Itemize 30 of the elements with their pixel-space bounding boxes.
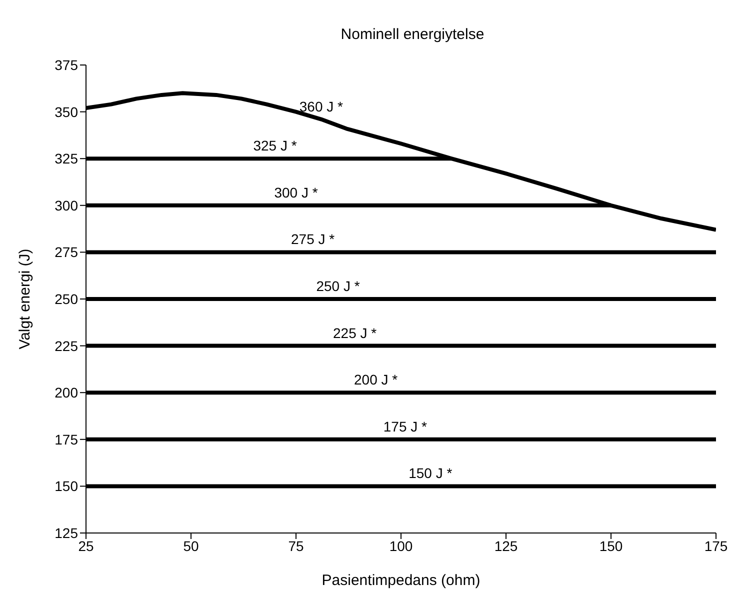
x-tick-label: 175 xyxy=(704,538,728,554)
annotation: 175 J * xyxy=(383,418,428,434)
annotation: 275 J * xyxy=(291,231,336,248)
annotation: 150 J * xyxy=(408,465,453,482)
x-tick-label: 125 xyxy=(494,538,518,554)
y-tick-label: 300 xyxy=(54,197,78,214)
annotation: 225 J * xyxy=(333,324,378,341)
y-tick-label: 225 xyxy=(54,338,78,354)
y-tick-label: 250 xyxy=(54,290,78,307)
annotation: 200 J * xyxy=(354,372,398,388)
y-tick-label: 150 xyxy=(54,478,78,494)
y-tick-label: 350 xyxy=(54,104,78,120)
y-tick-label: 275 xyxy=(54,244,78,260)
x-tick-label: 50 xyxy=(183,538,199,554)
x-tick-label: 75 xyxy=(288,538,304,554)
y-axis-title: Valgt energi (J) xyxy=(16,248,34,350)
annotation: 360 J * xyxy=(299,98,344,114)
y-tick-label: 375 xyxy=(54,56,78,73)
annotation: 300 J * xyxy=(274,184,318,200)
annotation: 250 J * xyxy=(316,278,360,294)
x-axis-title: Pasientimpedans (ohm) xyxy=(322,572,480,589)
y-tick-label: 200 xyxy=(54,384,78,401)
y-tick-label: 325 xyxy=(54,150,78,167)
chart-title: Nominell energiytelse xyxy=(340,26,486,43)
x-tick-label: 150 xyxy=(599,538,623,554)
y-tick-label: 125 xyxy=(54,524,78,541)
x-tick-label: 25 xyxy=(78,538,94,554)
annotation: 325 J * xyxy=(253,138,298,154)
y-tick-label: 175 xyxy=(54,431,78,448)
x-tick-label: 100 xyxy=(389,538,413,554)
